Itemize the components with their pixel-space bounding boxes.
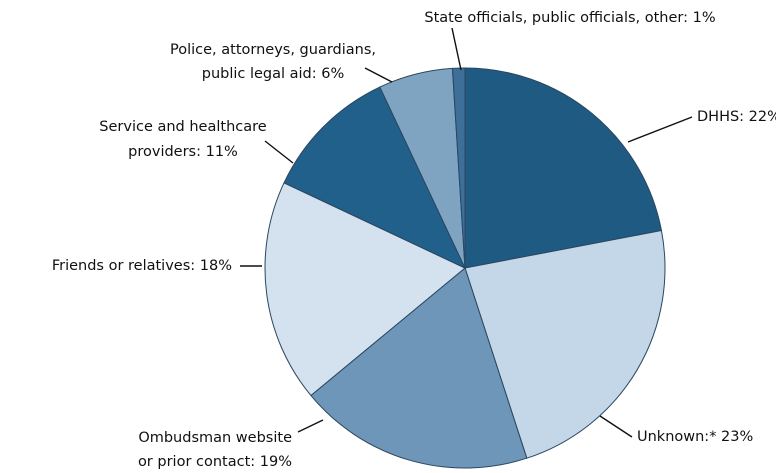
slice-label: Ombudsman website (138, 430, 292, 446)
slice-label: or prior contact: 19% (138, 454, 292, 470)
leader-line (627, 116, 693, 143)
leader-line (451, 27, 462, 71)
slice-label: providers: 11% (128, 144, 238, 160)
leader-line (264, 140, 294, 164)
pie-slice (264, 182, 466, 397)
slice-label: Service and healthcare (99, 119, 266, 135)
pie-slice (464, 67, 663, 269)
pie-slice (451, 67, 466, 269)
slice-label: Unknown:* 23% (637, 429, 753, 445)
slice-label: public legal aid: 6% (202, 66, 345, 82)
slice-label: Friends or relatives: 18% (52, 258, 232, 274)
leader-line (297, 419, 324, 433)
pie-slice (310, 267, 528, 469)
slice-label: DHHS: 22% (697, 109, 776, 125)
leader-line (599, 415, 633, 438)
leader-line (364, 67, 393, 83)
pie-slice (464, 229, 666, 459)
pie-slice (283, 86, 467, 270)
slice-label: Police, attorneys, guardians, (170, 42, 376, 58)
slice-label: State officials, public officials, other… (424, 10, 715, 26)
